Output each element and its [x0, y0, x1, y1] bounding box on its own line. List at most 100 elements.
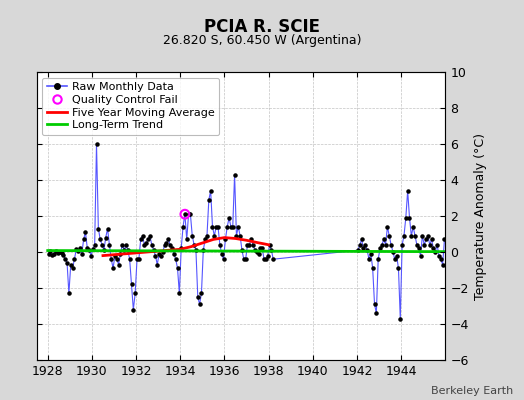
Point: [177, 245, 185, 252]
Point: [78, 250, 86, 257]
Point: [212, 224, 221, 230]
Point: [206, 188, 215, 194]
Point: [256, 245, 265, 252]
Point: [67, 262, 75, 268]
Point: [155, 250, 163, 257]
Point: [133, 256, 141, 262]
Point: [439, 262, 447, 268]
Point: [113, 256, 121, 262]
Point: [247, 236, 255, 242]
Point: [96, 236, 104, 242]
Point: [118, 242, 126, 248]
Point: [205, 197, 213, 203]
Point: [396, 315, 405, 322]
Point: [221, 236, 230, 242]
Point: [127, 281, 136, 288]
Point: [120, 247, 128, 254]
Point: [69, 265, 77, 271]
Point: [258, 245, 266, 252]
Point: [166, 242, 174, 248]
Point: [171, 256, 180, 262]
Point: [238, 247, 246, 254]
Point: [400, 233, 408, 239]
Point: [227, 224, 235, 230]
Point: [228, 224, 237, 230]
Point: [389, 249, 397, 255]
Point: [151, 252, 160, 259]
Point: [379, 236, 388, 242]
Point: [142, 240, 150, 246]
Point: [431, 249, 440, 255]
Point: [429, 245, 438, 252]
Point: [392, 252, 401, 259]
Point: [184, 211, 193, 218]
Point: [407, 233, 416, 239]
Point: [354, 247, 362, 254]
Point: [401, 214, 410, 221]
Point: [424, 233, 432, 239]
Point: [53, 250, 62, 256]
Point: [199, 247, 208, 254]
Point: [214, 224, 222, 230]
Point: [131, 290, 139, 297]
Point: [182, 236, 191, 242]
Point: [209, 224, 217, 230]
Point: [231, 171, 239, 178]
Point: [269, 256, 277, 262]
Point: [144, 236, 152, 242]
Point: [114, 262, 123, 268]
Point: [414, 245, 423, 252]
Point: [175, 290, 183, 297]
Point: [203, 233, 211, 239]
Point: [135, 256, 143, 262]
Point: [111, 252, 119, 259]
Point: [94, 225, 103, 232]
Point: [254, 250, 263, 257]
Point: [239, 256, 248, 262]
Point: [107, 256, 115, 262]
Point: [50, 250, 58, 257]
Point: [383, 224, 391, 230]
Point: [250, 247, 259, 254]
Point: [179, 224, 187, 230]
Point: [370, 301, 379, 307]
Point: [85, 247, 93, 254]
Point: [188, 233, 196, 239]
Point: [435, 252, 443, 259]
Point: [192, 247, 200, 254]
Point: [398, 242, 406, 248]
Point: [217, 250, 226, 257]
Point: [105, 242, 114, 248]
Point: [61, 256, 69, 262]
Point: [70, 256, 79, 262]
Point: [91, 242, 99, 248]
Point: [190, 242, 198, 248]
Point: [170, 250, 178, 257]
Point: [181, 211, 189, 218]
Point: [243, 242, 252, 248]
Point: [186, 211, 194, 218]
Point: [197, 290, 205, 297]
Point: [201, 236, 209, 242]
Point: [138, 233, 147, 239]
Point: [72, 246, 81, 252]
Point: [436, 256, 445, 262]
Point: [122, 242, 130, 248]
Point: [81, 229, 90, 235]
Point: [409, 224, 418, 230]
Text: Berkeley Earth: Berkeley Earth: [431, 386, 514, 396]
Point: [428, 236, 436, 242]
Point: [264, 252, 272, 259]
Point: [74, 248, 82, 254]
Text: PCIA R. SCIE: PCIA R. SCIE: [204, 18, 320, 36]
Point: [267, 247, 276, 254]
Point: [411, 233, 419, 239]
Point: [420, 242, 429, 248]
Point: [63, 260, 71, 266]
Point: [253, 249, 261, 255]
Point: [418, 233, 427, 239]
Point: [381, 242, 390, 248]
Point: [56, 249, 64, 255]
Point: [422, 236, 430, 242]
Point: [57, 250, 66, 256]
